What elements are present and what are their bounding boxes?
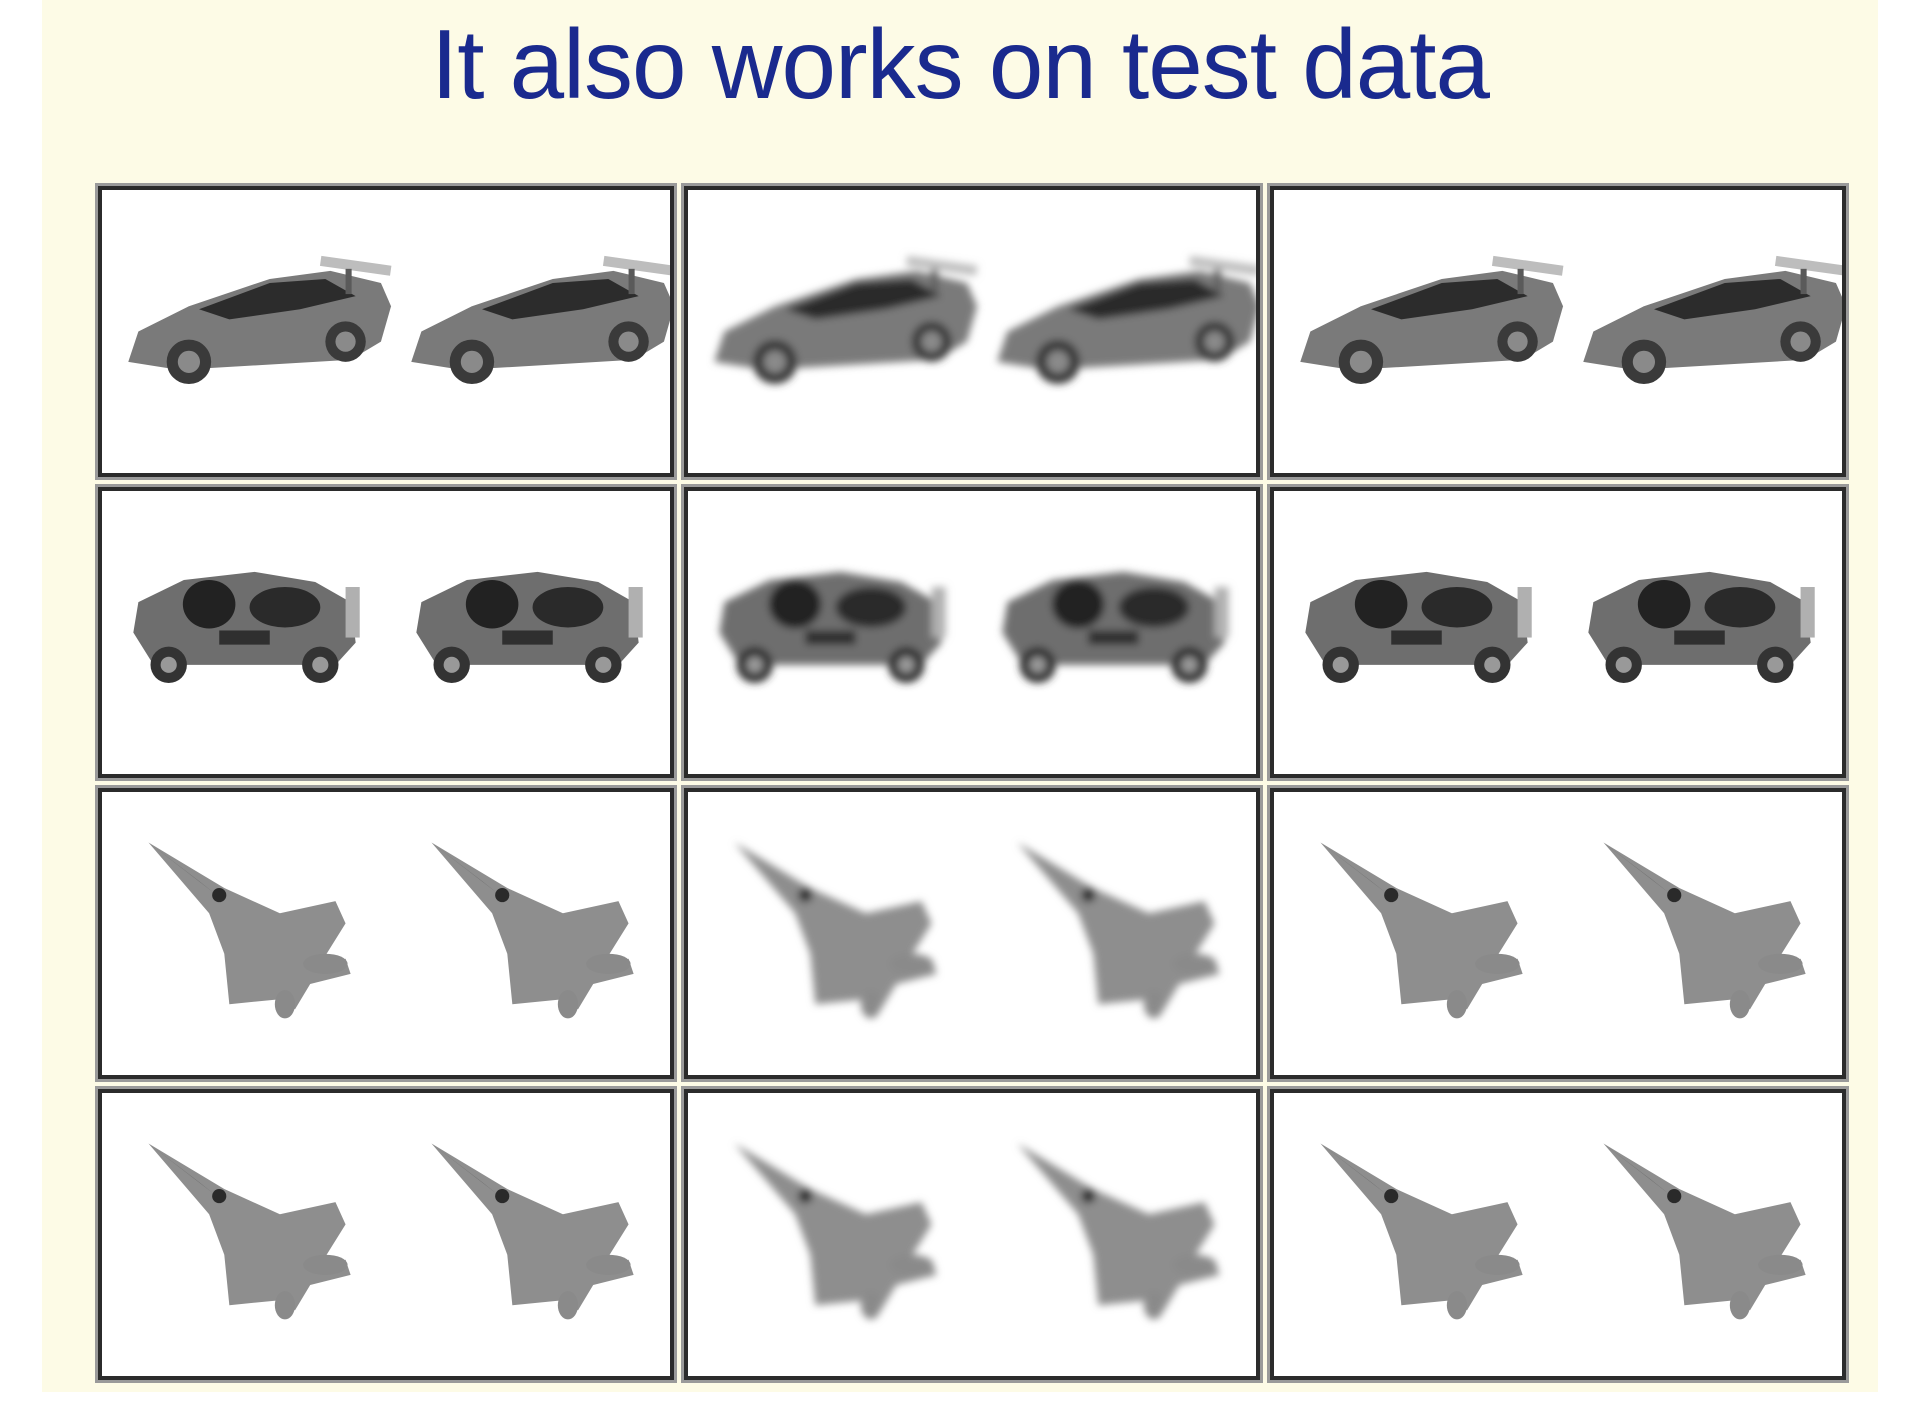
image-panel-r2-c3 — [1270, 487, 1846, 778]
fighter-jet-image — [734, 842, 1220, 1019]
image-panel-r1-c2 — [684, 186, 1260, 477]
fighter-jet-image — [1320, 1143, 1806, 1320]
image-panel-r4-c2 — [684, 1089, 1260, 1380]
image-panel-r2-c1 — [98, 487, 674, 778]
sports-car-image — [128, 255, 670, 385]
image-panel-r1-c3 — [1270, 186, 1846, 477]
image-panel-r4-c1 — [98, 1089, 674, 1380]
slide: It also works on test data — [42, 0, 1878, 1392]
sports-car-image — [1300, 255, 1842, 385]
image-grid — [98, 186, 1846, 1380]
image-panel-r1-c1 — [98, 186, 674, 477]
fighter-jet-image — [1320, 842, 1806, 1019]
image-panel-r2-c2 — [684, 487, 1260, 778]
sports-car-image — [1305, 571, 1815, 684]
fighter-jet-image — [148, 842, 634, 1019]
sports-car-image — [133, 571, 643, 684]
slide-title: It also works on test data — [431, 9, 1490, 119]
image-panel-r4-c3 — [1270, 1089, 1846, 1380]
fighter-jet-image — [148, 1143, 634, 1320]
image-panel-r3-c1 — [98, 788, 674, 1079]
sports-car-image — [714, 255, 1256, 385]
image-panel-r3-c2 — [684, 788, 1260, 1079]
sports-car-image — [719, 571, 1229, 684]
image-panel-r3-c3 — [1270, 788, 1846, 1079]
fighter-jet-image — [734, 1143, 1220, 1320]
